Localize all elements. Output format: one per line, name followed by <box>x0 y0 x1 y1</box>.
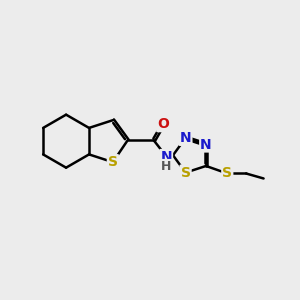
Text: S: S <box>181 166 190 180</box>
Text: N: N <box>180 131 191 145</box>
Text: S: S <box>108 155 118 169</box>
Text: N: N <box>160 150 172 164</box>
Text: S: S <box>222 167 232 181</box>
Text: H: H <box>161 160 171 173</box>
Text: O: O <box>157 117 169 131</box>
Text: N: N <box>200 137 212 152</box>
